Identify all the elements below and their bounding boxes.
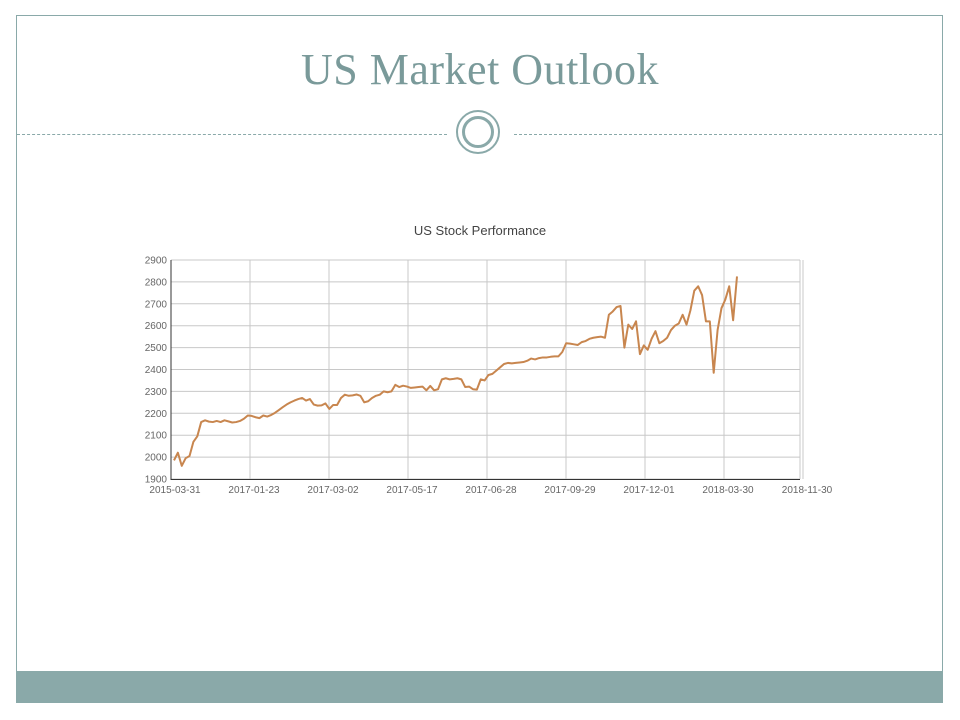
- x-tick-label: 2017-03-02: [307, 485, 359, 496]
- x-tick-label: 2018-03-30: [702, 485, 754, 496]
- chart-series: [173, 276, 738, 467]
- circle-ornament: [456, 110, 500, 154]
- x-tick-label: 2017-05-17: [386, 485, 438, 496]
- y-tick-label: 2700: [145, 299, 168, 310]
- chart-axes: [170, 260, 800, 480]
- x-tick-label: 2017-12-01: [623, 485, 675, 496]
- y-tick-label: 1900: [145, 475, 168, 486]
- chart-grid: [170, 259, 804, 480]
- y-tick-label: 2400: [145, 365, 168, 376]
- y-tick-label: 2800: [145, 277, 168, 288]
- x-tick-label: 2017-09-29: [544, 485, 596, 496]
- y-tick-label: 2300: [145, 387, 168, 398]
- y-tick-label: 2000: [145, 453, 168, 464]
- slide-title: US Market Outlook: [300, 45, 660, 94]
- circle-ornament-inner: [462, 116, 494, 148]
- x-tick-label: 2017-06-28: [465, 485, 517, 496]
- x-tick-label: 2015-03-31: [149, 485, 201, 496]
- x-tick-label: 2017-01-23: [228, 485, 280, 496]
- y-tick-label: 2100: [145, 431, 168, 442]
- x-tick-labels: 2015-03-31 2017-01-23 2017-03-02 2017-05-17…: [149, 485, 832, 496]
- title-divider-right: [514, 134, 942, 135]
- title-divider-left: [17, 134, 447, 135]
- series-line: [173, 276, 738, 467]
- y-tick-label: 2900: [145, 256, 168, 267]
- y-tick-labels: 1900 2000 2100 2200 2300 2400 2500 2600 2700 2800…: [145, 256, 168, 486]
- y-tick-label: 2200: [145, 409, 168, 420]
- chart-title: US Stock Performance: [413, 223, 547, 238]
- y-tick-label: 2600: [145, 321, 168, 332]
- x-tick-label: 2018-11-30: [782, 485, 833, 496]
- footer-bar: [17, 671, 942, 702]
- y-tick-label: 2500: [145, 343, 168, 354]
